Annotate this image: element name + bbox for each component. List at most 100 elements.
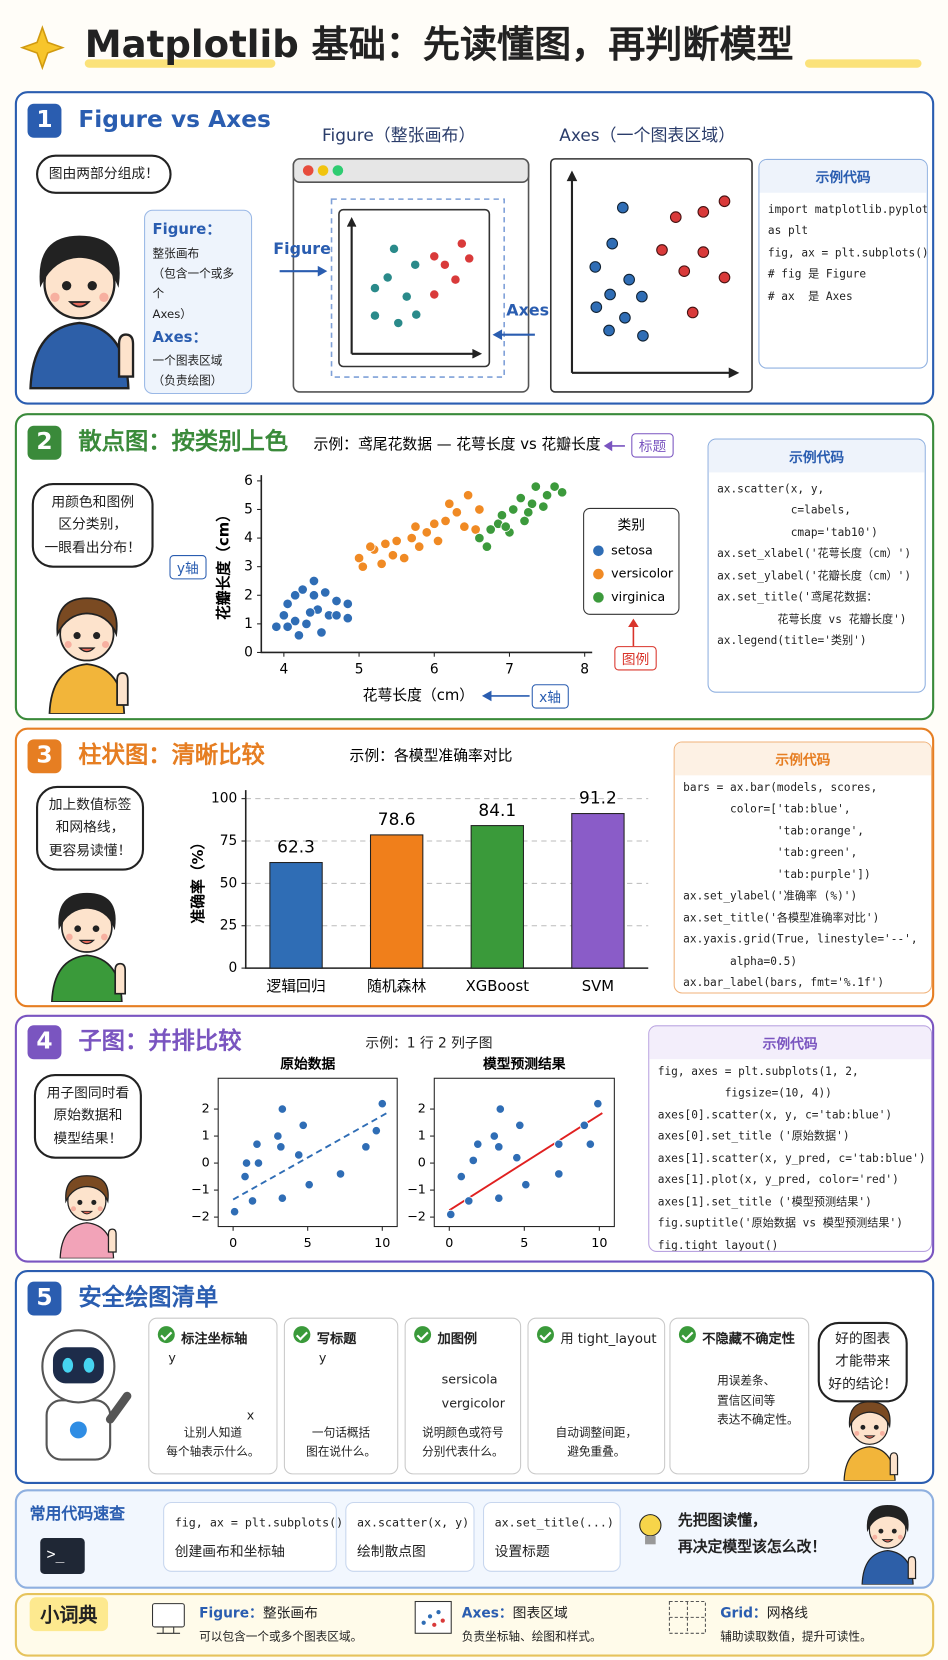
point — [316, 627, 327, 638]
point — [451, 507, 463, 518]
y-tick-label: 5 — [244, 501, 253, 517]
text-line: 整张画布 — [152, 246, 200, 261]
x-tick-label: 5 — [520, 1235, 528, 1250]
text-line: alpha=0.5) — [683, 955, 798, 968]
y-tick-label: 1 — [244, 616, 253, 632]
text-line: color=['tab:blue', — [683, 803, 851, 817]
point — [410, 521, 421, 532]
text-line: axes[1].scatter(x, y_pred, c='tab:blue') — [657, 1152, 926, 1165]
point — [485, 524, 496, 535]
point — [308, 575, 320, 587]
point — [512, 1153, 522, 1163]
point — [468, 1155, 478, 1166]
point — [240, 1171, 250, 1182]
x-tick-label: 随机森林 — [367, 978, 426, 995]
speech-bubble: 用子图同时看 原始数据和 模型结果！ — [33, 1074, 142, 1160]
point — [276, 1142, 286, 1152]
checklist-card: 写标题 y 一句话概括 图在说什么。 — [283, 1317, 399, 1475]
text-line: ax.set_title('各模型准确率对比') — [683, 911, 880, 925]
point — [277, 1193, 287, 1203]
y-tick-label: 2 — [202, 1101, 210, 1116]
text-line: 一句话概括 — [311, 1425, 371, 1440]
fit-line — [448, 1112, 603, 1212]
suptitle: 示例：1 行 2 列子图 — [365, 1035, 493, 1052]
point — [495, 1104, 505, 1114]
text-line: ax.bar_label(bars, fmt='%.1f') — [683, 976, 885, 990]
text-line: as plt — [767, 225, 809, 238]
point — [271, 621, 282, 632]
x-tick-label: 10 — [591, 1235, 607, 1250]
card-title: 加图例 — [414, 1326, 477, 1347]
term-meaning: 图表区域 — [512, 1605, 568, 1622]
card-text: 让别人知道 每个轴表示什么。 — [149, 1423, 276, 1463]
text-line: figsize=(10, 4)) — [657, 1087, 832, 1100]
point — [494, 1142, 504, 1152]
code-card: ax.set_title(...) 设置标题 — [482, 1501, 621, 1572]
value-label: 62.3 — [277, 837, 315, 857]
point — [414, 541, 425, 552]
legend-swatch — [593, 545, 604, 557]
point — [474, 504, 485, 515]
text-line: cmap='tab10') — [717, 526, 878, 540]
chart-title: 示例：各模型准确率对比 — [350, 747, 513, 764]
point — [357, 561, 369, 572]
term-meaning: 整张画布 — [262, 1605, 318, 1622]
text-line: （负责绘图） — [152, 374, 223, 388]
text-line: 花萼长度 vs 花瓣长度') — [717, 613, 907, 626]
checklist-card: 加图例 sersicola vergicolor 说明颜色或符号 分别代表什么。 — [404, 1317, 522, 1475]
x-tick-label: 10 — [374, 1235, 390, 1250]
axes-frame — [217, 1077, 398, 1228]
text-line: import matplotlib.pyplot — [767, 203, 928, 217]
y-tick-label: 50 — [220, 875, 237, 891]
text-line: 用误差条、 — [717, 1373, 776, 1388]
point — [508, 504, 519, 515]
code-lines: import matplotlib.pyplot as plt fig, ax = … — [759, 193, 928, 308]
glossary-item: Grid：网格线 辅助读取数值，提升可读性。 — [720, 1602, 871, 1645]
y-tick-label: 2 — [418, 1101, 426, 1116]
point — [391, 535, 402, 547]
arrow-label: Axes — [506, 300, 550, 320]
y-tick-label: 1 — [202, 1128, 210, 1143]
legend-label: setosa — [611, 542, 653, 557]
point — [515, 1120, 525, 1130]
text-line: 先把图读懂， — [677, 1512, 767, 1530]
page-title: Matplotlib 基础：先读懂图，再判断模型 — [84, 24, 794, 67]
text-line: ax.yaxis.grid(True, linestyle='--', — [683, 933, 918, 947]
point — [304, 607, 316, 618]
text-line: 避免重叠。 — [567, 1445, 626, 1459]
card-text: 用误差条、 置信区间等 表达不确定性。 — [717, 1372, 808, 1431]
y-tick-label: 6 — [244, 473, 253, 489]
point — [481, 541, 493, 552]
point — [521, 1180, 531, 1190]
section-title: 散点图：按类别上色 — [78, 428, 289, 456]
code: ax.set_title(...) — [494, 1515, 614, 1530]
y-tick-label: 75 — [220, 833, 237, 849]
section-number: 1 — [27, 103, 62, 138]
code-desc: 创建画布和坐标轴 — [174, 1544, 285, 1561]
speech-bubble: 加上数值标签 和网格线， 更容易读懂！ — [36, 785, 145, 871]
value-label: 91.2 — [579, 788, 617, 808]
section-title: 子图：并排比较 — [78, 1028, 242, 1055]
y-tick-label: 25 — [220, 918, 237, 934]
text-line: 区分类别， — [58, 517, 128, 534]
y-tick-label: 1 — [418, 1128, 426, 1143]
icon-label: x — [246, 1407, 255, 1423]
x-tick-label: 0 — [229, 1235, 237, 1250]
text-line: Figure： — [152, 221, 222, 239]
code-desc: 绘制散点图 — [356, 1544, 426, 1561]
legend-label: virginica — [611, 589, 665, 604]
point — [489, 1131, 499, 1141]
point — [289, 590, 301, 601]
text-line: 好的图表 — [835, 1331, 891, 1348]
point — [387, 550, 399, 561]
legend-label: versicolor — [611, 566, 674, 581]
section-title: Figure vs Axes — [78, 106, 271, 134]
y-axis-label: 花瓣长度（cm） — [215, 507, 233, 620]
point — [298, 1120, 308, 1130]
code-box: 示例代码 fig, axes = plt.subplots(1, 2, figs… — [648, 1025, 933, 1252]
y-tick-label: 0 — [202, 1155, 210, 1170]
point — [278, 610, 290, 621]
code-card: ax.scatter(x, y) 绘制散点图 — [345, 1501, 475, 1572]
text-line: ax.set_xlabel('花萼长度（cm）') — [717, 548, 912, 561]
